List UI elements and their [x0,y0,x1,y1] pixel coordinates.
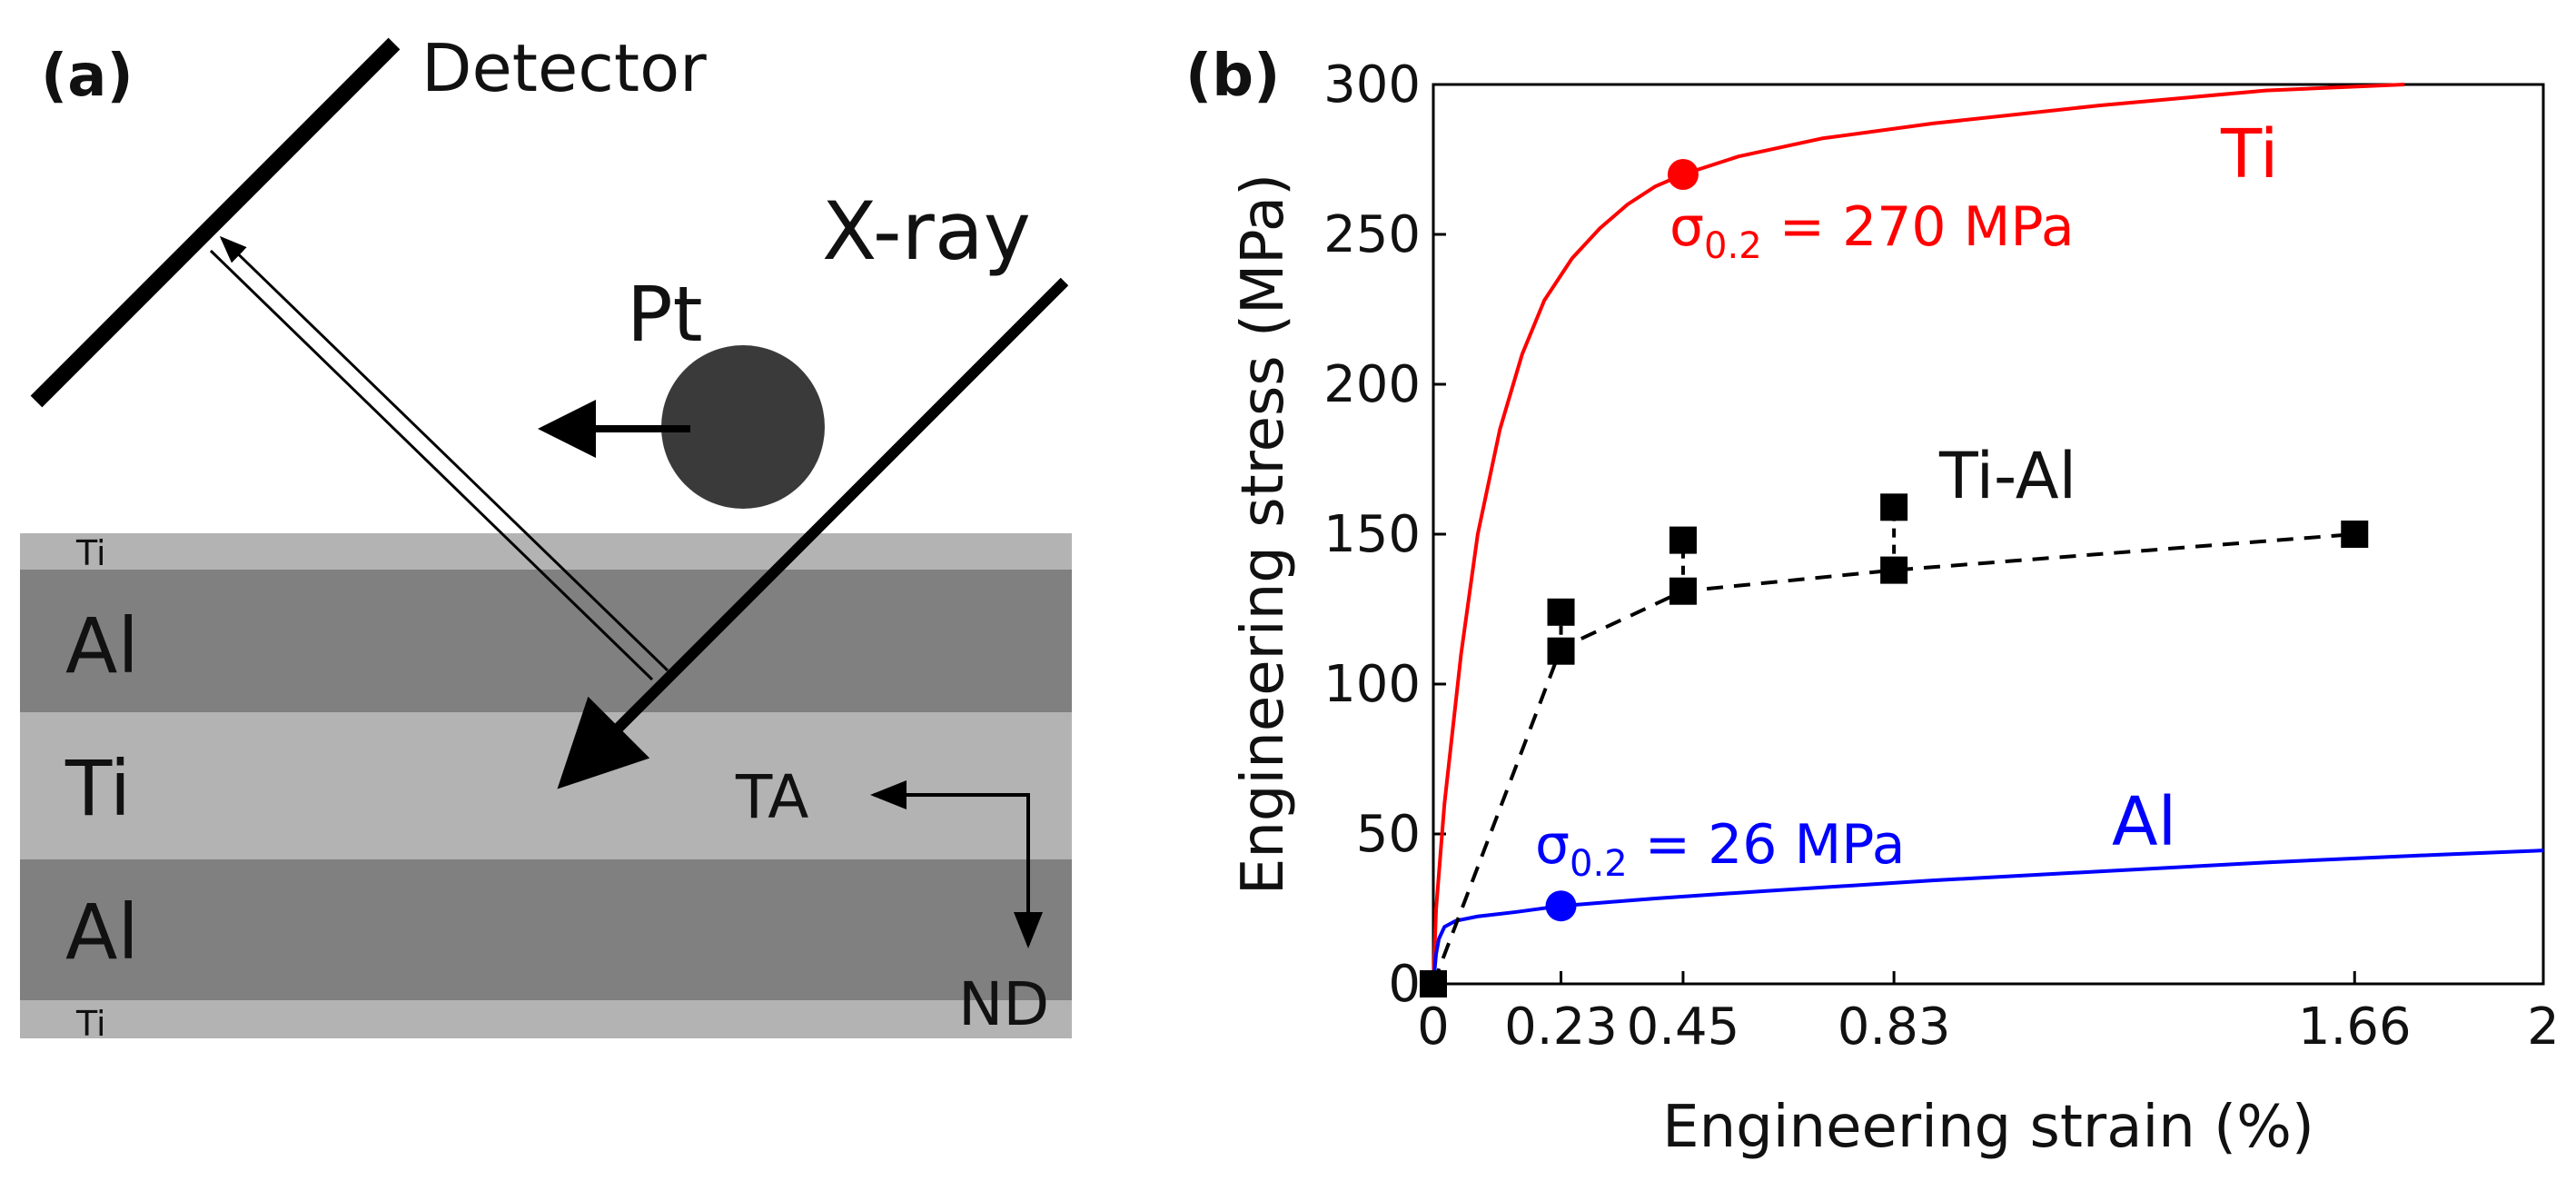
al-yield-annotation: σ0.2 = 26 MPa [1535,813,1906,885]
y-axis-label: Engineering stress (MPa) [1230,174,1297,895]
y-axis: 0 50 100 150 200 250 300 [1323,55,1446,1014]
ti-yield-subscript: 0.2 [1704,225,1762,267]
ti-curve [1432,83,2405,985]
tial-series-label: Ti-Al [1938,439,2076,513]
al-yield-sigma: σ [1535,813,1570,877]
ti-yield-value: = 270 MPa [1762,195,2075,259]
axis-ta-nd-arrows [877,793,1043,948]
pt-label: Pt [627,270,703,359]
y-tick-label: 0 [1388,955,1421,1014]
y-tick-label: 100 [1323,655,1421,714]
al-yield-subscript: 0.2 [1570,843,1628,885]
x-tick-label: 0.23 [1504,997,1618,1057]
x-tick-label: 0 [1417,997,1450,1057]
layer-label-ti-middle: Ti [64,744,131,833]
panel-b-label: (b) [1185,43,1280,110]
ti-al-data-point [2341,521,2369,548]
layer-al-lower [20,859,1072,1000]
x-tick-label: 0.83 [1838,997,1951,1057]
xray-beam [557,277,1069,789]
x-axis: 0 0.23 0.45 0.83 1.66 2 [1417,971,2560,1057]
diffracted-beam-upper [219,235,669,672]
ti-series-label: Ti [2220,115,2279,194]
y-tick-label: 250 [1323,205,1421,264]
series-layer [1420,83,2544,997]
layer-ti-bottom [20,1000,1072,1038]
panel-a: (a) Ti Al Ti Al Ti Detector X-ray Pt TA [20,30,1072,1044]
layer-label-al-lower: Al [65,888,139,977]
axis-nd-label: ND [958,969,1049,1039]
xray-label: X-ray [822,184,1031,278]
ti-al-data-point [1880,493,1908,521]
al-series-label: Al [2112,783,2176,861]
y-tick-label: 50 [1356,805,1421,864]
detector-bar [30,37,401,408]
al-yield-point [1545,890,1577,922]
layer-stack [20,533,1072,1038]
panel-a-label: (a) [41,43,134,110]
layer-al-upper [20,570,1072,712]
x-axis-label: Engineering strain (%) [1662,1094,2314,1161]
x-tick-label: 1.66 [2298,997,2412,1057]
ti-al-data-point [1547,637,1575,665]
ti-yield-annotation: σ0.2 = 270 MPa [1669,195,2075,267]
layer-label-ti-bottom: Ti [75,1004,106,1044]
layer-ti-middle [20,712,1072,859]
pt-particle [661,345,825,509]
ti-al-data-point [1420,970,1447,997]
y-tick-label: 150 [1323,505,1421,564]
y-tick-label: 200 [1323,355,1421,414]
x-tick-label: 2 [2527,997,2560,1057]
panel-b: (b) 0 0.23 0.45 0.83 1.66 2 0 50 100 150 200 250 30… [1185,43,2560,1161]
ti-al-data-point [1547,598,1575,626]
ti-al-data-point [1669,526,1697,554]
detector-label: Detector [421,30,707,106]
ti-yield-point [1667,159,1699,190]
ti-al-data-point [1880,556,1908,584]
diffracted-beam-lower [209,249,654,681]
axis-ta-label: TA [735,762,808,832]
ti-yield-sigma: σ [1669,195,1704,259]
y-tick-label: 300 [1323,55,1421,114]
layer-label-ti-top: Ti [75,533,106,573]
al-yield-value: = 26 MPa [1628,813,1906,877]
x-tick-label: 0.45 [1627,997,1740,1057]
layer-label-al-upper: Al [65,601,139,690]
ti-al-data-point [1669,577,1697,605]
